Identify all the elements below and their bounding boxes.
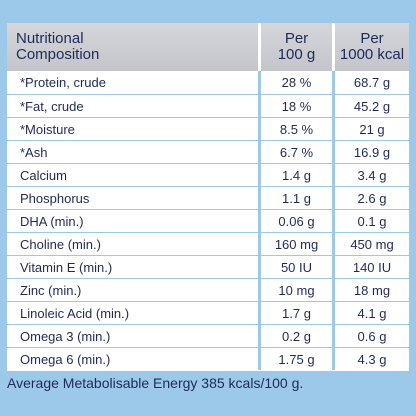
- value-per-1000kcal: 45.2 g: [353, 98, 391, 114]
- value-per-100g: 1.1 g: [261, 187, 335, 209]
- table-header: Nutritional Composition Per 100 g Per 10…: [7, 23, 409, 71]
- value-per-1000kcal: 16.9 g: [353, 144, 391, 160]
- header-per100-line1: Per: [284, 30, 309, 47]
- nutrient-name: Omega 3 (min.): [7, 325, 261, 347]
- value-per-1000kcal: 68.7 g: [353, 75, 391, 90]
- table-panel: [7, 23, 409, 371]
- header-nutritional-composition: Nutritional Composition: [7, 23, 261, 71]
- value-per-1000kcal: 21 g: [359, 121, 385, 137]
- value-per-100g: 1.7 g: [261, 302, 335, 324]
- nutrient-name: *Ash: [7, 141, 261, 163]
- table-row: Linoleic Acid (min.) 1.7 g 4.1 g: [7, 301, 409, 324]
- value-per-100g: 0.2 g: [261, 325, 335, 347]
- nutrient-name: Choline (min.): [7, 233, 261, 255]
- table-row: *Ash 6.7 % 16.9 g: [7, 140, 409, 163]
- nutrient-name: *Protein, crude: [7, 71, 261, 94]
- table-row: Calcium 1.4 g 3.4 g: [7, 163, 409, 186]
- table-row: Zinc (min.) 10 mg 18 mg: [7, 278, 409, 301]
- value-per-1000kcal: 0.1 g: [357, 213, 387, 229]
- value-per-1000kcal: 18 mg: [353, 282, 391, 298]
- header-name-line2: Composition: [16, 46, 100, 63]
- header-per100-line2: 100 g: [277, 46, 316, 63]
- nutrient-name: Calcium: [7, 164, 261, 186]
- value-per-1000kcal: 4.3 g: [357, 351, 387, 367]
- header-name-line1: Nutritional: [16, 30, 84, 47]
- average-energy-note: Average Metabolisable Energy 385 kcals/1…: [7, 375, 304, 391]
- value-per-1000kcal: 4.1 g: [357, 305, 387, 321]
- value-per-100g: 10 mg: [261, 279, 335, 301]
- nutrient-name: *Moisture: [7, 118, 261, 140]
- table-row: *Fat, crude 18 % 45.2 g: [7, 94, 409, 117]
- value-per-1000kcal: 450 mg: [350, 236, 394, 252]
- table-row: Omega 3 (min.) 0.2 g 0.6 g: [7, 324, 409, 347]
- header-per-100g: Per 100 g: [261, 23, 335, 71]
- nutrient-name: *Fat, crude: [7, 95, 261, 117]
- value-per-100g: 160 mg: [261, 233, 335, 255]
- table-row: Choline (min.) 160 mg 450 mg: [7, 232, 409, 255]
- value-per-100g: 1.4 g: [261, 164, 335, 186]
- value-per-100g: 50 IU: [261, 256, 335, 278]
- table-row: *Moisture 8.5 % 21 g: [7, 117, 409, 140]
- header-per1000-line1: Per: [360, 30, 384, 47]
- value-per-100g: 8.5 %: [261, 118, 335, 140]
- table-row: *Protein, crude 28 % 68.7 g: [7, 71, 409, 94]
- header-per-1000kcal: Per 1000 kcal: [335, 23, 409, 71]
- value-per-100g: 6.7 %: [261, 141, 335, 163]
- table-row: Phosphorus 1.1 g 2.6 g: [7, 186, 409, 209]
- nutrient-name: DHA (min.): [7, 210, 261, 232]
- table-row: Vitamin E (min.) 50 IU 140 IU: [7, 255, 409, 278]
- nutrient-name: Vitamin E (min.): [7, 256, 261, 278]
- nutrient-name: Linoleic Acid (min.): [7, 302, 261, 324]
- table-row: Omega 6 (min.) 1.75 g 4.3 g: [7, 347, 409, 370]
- table-row: DHA (min.) 0.06 g 0.1 g: [7, 209, 409, 232]
- value-per-1000kcal: 2.6 g: [357, 190, 387, 206]
- nutrient-name: Zinc (min.): [7, 279, 261, 301]
- value-per-1000kcal: 140 IU: [352, 259, 392, 275]
- value-per-100g: 18 %: [261, 95, 335, 117]
- nutrient-name: Omega 6 (min.): [7, 348, 261, 370]
- value-per-100g: 1.75 g: [261, 348, 335, 370]
- value-per-1000kcal: 3.4 g: [357, 167, 387, 183]
- nutrient-name: Phosphorus: [7, 187, 261, 209]
- value-per-1000kcal: 0.6 g: [357, 328, 387, 344]
- value-per-100g: 0.06 g: [261, 210, 335, 232]
- value-per-100g: 28 %: [261, 71, 335, 94]
- table-body: *Protein, crude 28 % 68.7 g *Fat, crude …: [7, 71, 409, 370]
- header-per1000-line2: 1000 kcal: [339, 46, 405, 63]
